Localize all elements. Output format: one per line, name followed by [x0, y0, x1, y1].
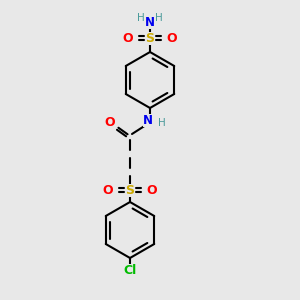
- Text: O: O: [167, 32, 177, 44]
- Text: O: O: [147, 184, 157, 196]
- Text: Cl: Cl: [123, 263, 136, 277]
- Text: O: O: [103, 184, 113, 196]
- Text: H: H: [137, 13, 145, 23]
- Text: N: N: [145, 16, 155, 28]
- Text: O: O: [105, 116, 115, 130]
- Text: S: S: [146, 32, 154, 44]
- Text: N: N: [143, 113, 153, 127]
- Text: H: H: [155, 13, 163, 23]
- Text: S: S: [125, 184, 134, 196]
- Text: H: H: [158, 118, 166, 128]
- Text: O: O: [123, 32, 133, 44]
